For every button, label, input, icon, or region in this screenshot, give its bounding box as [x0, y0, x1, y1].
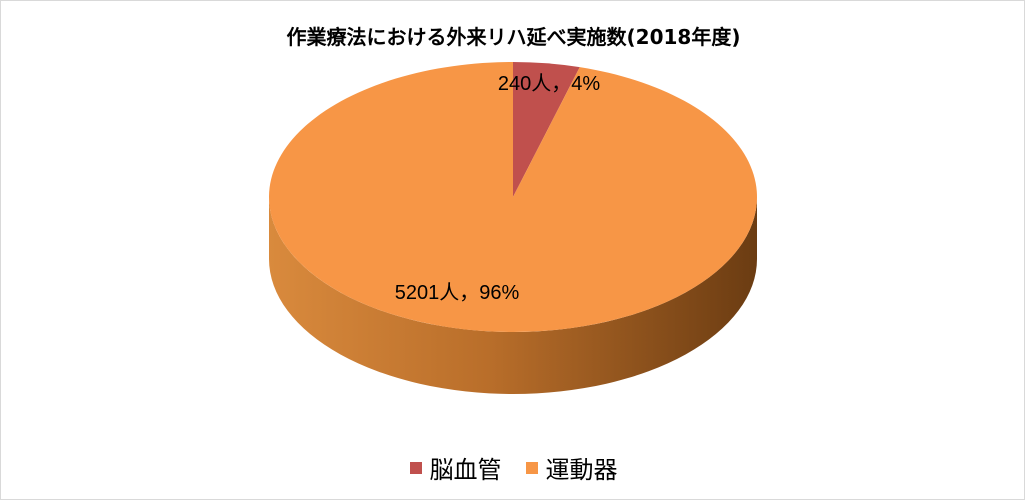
pie-side-wall — [269, 197, 757, 394]
legend-swatch-brain — [409, 461, 422, 474]
legend: 脳血管 運動器 — [1, 450, 1025, 485]
pie-slice-motor — [268, 62, 757, 332]
legend-item-motor: 運動器 — [525, 450, 618, 485]
legend-label-brain: 脳血管 — [429, 456, 502, 484]
legend-item-brain: 脳血管 — [409, 450, 502, 485]
legend-label-motor: 運動器 — [545, 456, 618, 484]
data-label-brain: 240人，4% — [498, 72, 600, 95]
chart-title: 作業療法における外来リハ延べ実施数(2018年度) — [286, 25, 741, 49]
data-label-motor: 5201人，96% — [395, 281, 520, 304]
legend-swatch-motor — [525, 461, 538, 474]
pie-slice-brain — [513, 62, 580, 197]
